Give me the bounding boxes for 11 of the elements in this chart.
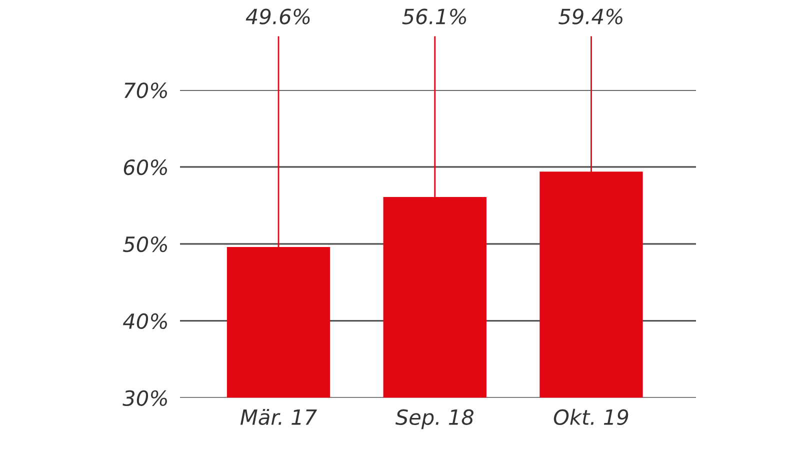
data-label: 59.4%	[558, 8, 622, 24]
y-tick-label: 60%	[124, 159, 167, 176]
data-label: 56.1%	[402, 8, 466, 24]
y-tick-label: 40%	[122, 313, 167, 330]
y-tick-label: 30%	[122, 390, 167, 406]
data-label: 49.6%	[246, 8, 310, 24]
x-tick-label: Okt. 19	[554, 408, 628, 426]
y-tick-label: 50%	[123, 236, 167, 252]
y-tick-label: 70%	[124, 82, 167, 98]
x-tick-label: Mär. 17	[240, 408, 317, 426]
x-tick-label: Sep. 18	[395, 409, 474, 430]
